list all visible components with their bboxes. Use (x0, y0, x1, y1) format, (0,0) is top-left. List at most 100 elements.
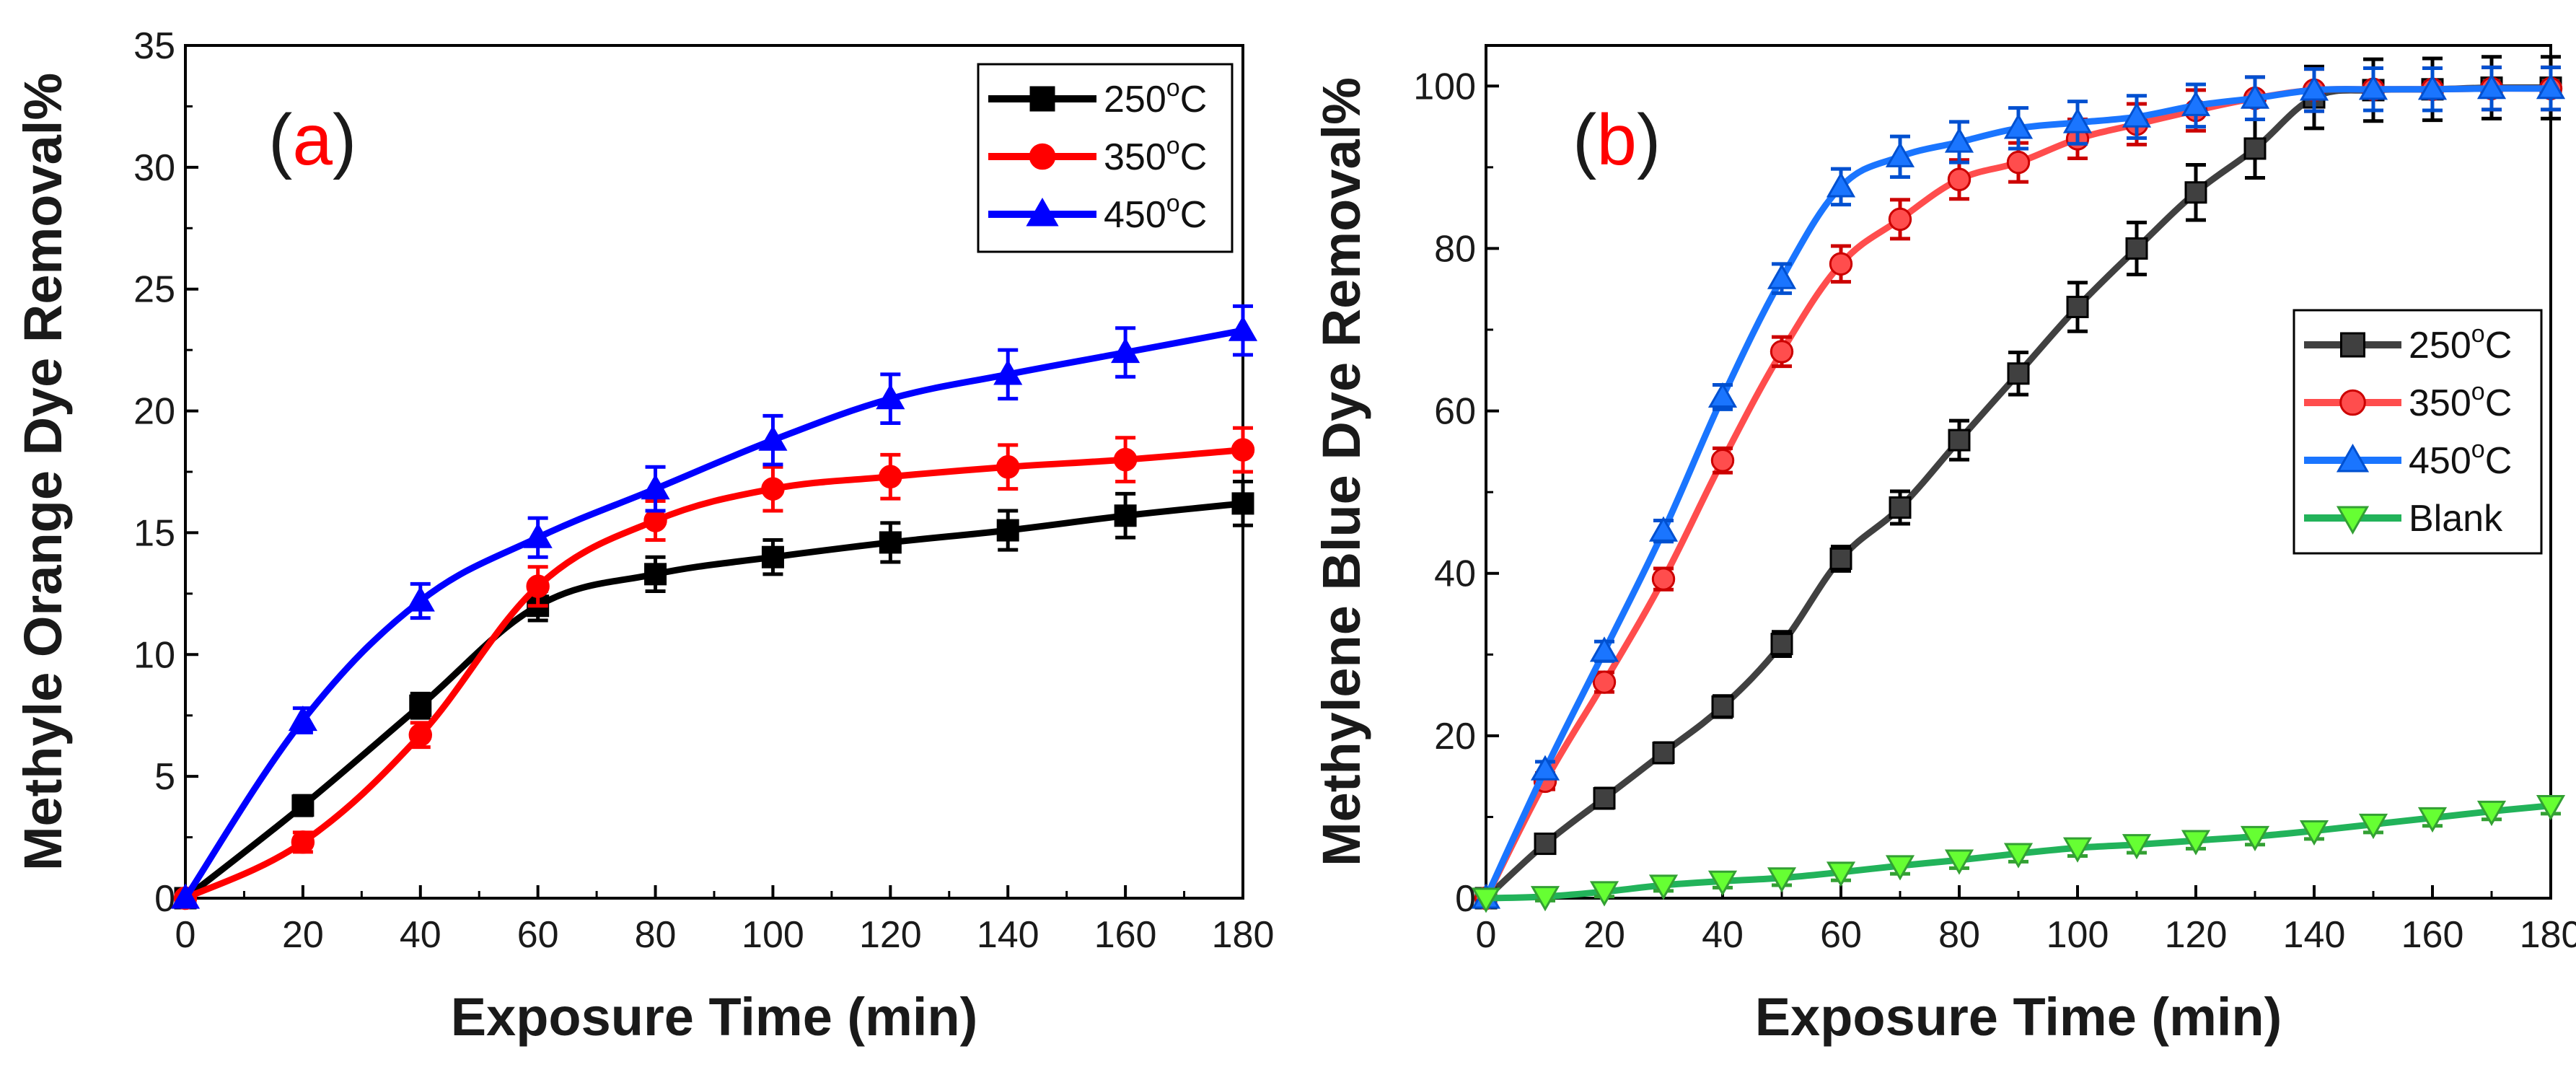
panel-b-chart: 0 20 40 60 80 100 120 140 160 180 0 20 40 60 80 100 Expo… (1311, 44, 2576, 1047)
x-tick-label: 120 (859, 914, 922, 956)
data-point (2240, 83, 2270, 109)
x-tick-label: 40 (400, 914, 441, 956)
data-point (1888, 207, 1912, 232)
x-tick-label: 100 (742, 914, 804, 956)
series-3 (1471, 795, 2566, 913)
data-point (1592, 670, 1617, 694)
data-point (1648, 516, 1679, 542)
data-point (2006, 150, 2031, 175)
data-point (526, 574, 550, 598)
legend-label: 350oC (1104, 132, 1207, 178)
data-point (1829, 252, 1853, 276)
data-point (758, 425, 788, 451)
data-point (2003, 113, 2034, 139)
data-point (2536, 795, 2566, 821)
data-point (2122, 834, 2152, 860)
data-point (523, 522, 553, 548)
x-tick-label: 0 (175, 914, 196, 956)
x-axis-title: Exposure Time (min) (451, 987, 978, 1047)
data-point (996, 519, 1019, 542)
panel-label: (a) (268, 100, 356, 180)
legend-box (2293, 309, 2543, 555)
data-point (2299, 75, 2329, 101)
data-point (2007, 362, 2030, 385)
legend: 250oC 350oC 450oC Blank (2293, 309, 2543, 555)
data-point (2417, 74, 2448, 100)
data-point (1471, 887, 1501, 913)
data-point (1948, 429, 1971, 452)
data-point (2181, 830, 2211, 856)
x-tick-label: 160 (2401, 914, 2464, 956)
data-point (288, 705, 317, 732)
x-tick-label: 140 (2283, 914, 2346, 956)
data-point (1707, 870, 1738, 896)
data-point (993, 359, 1023, 385)
data-point (1889, 496, 1912, 519)
legend-label: 450oC (1104, 190, 1207, 236)
data-point (1707, 382, 1738, 408)
data-point (2062, 107, 2093, 133)
data-point (1767, 867, 1797, 893)
y-tick-label: 100 (1413, 66, 1476, 107)
data-point (996, 455, 1020, 479)
legend-label: 350oC (2409, 378, 2512, 424)
panel-label: (b) (1573, 100, 1661, 180)
data-point (408, 723, 432, 747)
y-tick-label: 30 (133, 147, 175, 189)
panel-label-open: ( (268, 100, 292, 180)
legend-marker (2340, 332, 2365, 358)
series-2 (170, 304, 1258, 909)
x-tick-label: 180 (1212, 914, 1275, 956)
data-point (2536, 74, 2566, 100)
legend-marker (1029, 86, 1055, 112)
data-point (2240, 825, 2270, 851)
x-axis-title: Exposure Time (min) (1755, 987, 2282, 1047)
series-1 (173, 426, 1255, 910)
panel-label-letter: b (1596, 100, 1637, 180)
legend-label: 250oC (1104, 74, 1207, 120)
legend-label: 450oC (2409, 436, 2512, 482)
data-point (1710, 449, 1735, 473)
data-point (1231, 492, 1254, 515)
panel-a-chart: 0 20 40 60 80 100 120 140 160 180 0 5 10 15 20 25 30 35 Ex… (13, 25, 1274, 1047)
y-tick-label: 5 (154, 756, 175, 798)
data-point (761, 545, 784, 568)
y-tick-label: 0 (1455, 878, 1476, 920)
data-point (1767, 263, 1797, 289)
series-line (183, 327, 1244, 900)
x-tick-label: 40 (1702, 914, 1744, 956)
y-tick-label: 80 (1434, 228, 1476, 270)
data-point (876, 384, 905, 410)
data-point (644, 563, 667, 586)
legend-marker (2336, 506, 2370, 535)
data-point (1114, 504, 1137, 527)
data-point (1228, 315, 1258, 341)
y-tick-label: 40 (1434, 553, 1476, 595)
legend-marker (2339, 389, 2366, 416)
x-tick-label: 120 (2165, 914, 2228, 956)
y-tick-label: 35 (133, 25, 175, 67)
data-point (2062, 837, 2093, 863)
y-tick-label: 60 (1434, 391, 1476, 433)
data-point (1589, 636, 1619, 662)
data-point (1885, 141, 1915, 167)
data-point (291, 830, 315, 854)
data-point (1534, 833, 1557, 856)
y-tick-label: 20 (133, 391, 175, 433)
x-tick-label: 140 (977, 914, 1039, 956)
data-point (641, 474, 670, 500)
legend-marker (2336, 443, 2370, 473)
x-tick-label: 80 (1938, 914, 1980, 956)
y-axis-title: Methylene Blue Dye Removal% (1311, 77, 1371, 866)
series-2 (1471, 65, 2566, 909)
data-point (1770, 633, 1793, 656)
data-point (1885, 855, 1915, 881)
x-tick-label: 60 (517, 914, 559, 956)
y-tick-label: 10 (133, 634, 175, 676)
data-point (2476, 74, 2507, 100)
legend-label: 250oC (2409, 320, 2512, 366)
data-point (405, 586, 435, 612)
data-point (1944, 127, 1974, 153)
y-tick-label: 15 (133, 512, 175, 554)
